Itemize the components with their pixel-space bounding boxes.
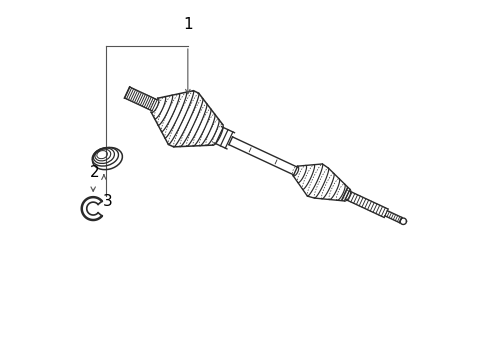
Text: 3: 3 [102,194,112,209]
Text: 2: 2 [90,165,99,180]
Text: 1: 1 [183,17,193,32]
